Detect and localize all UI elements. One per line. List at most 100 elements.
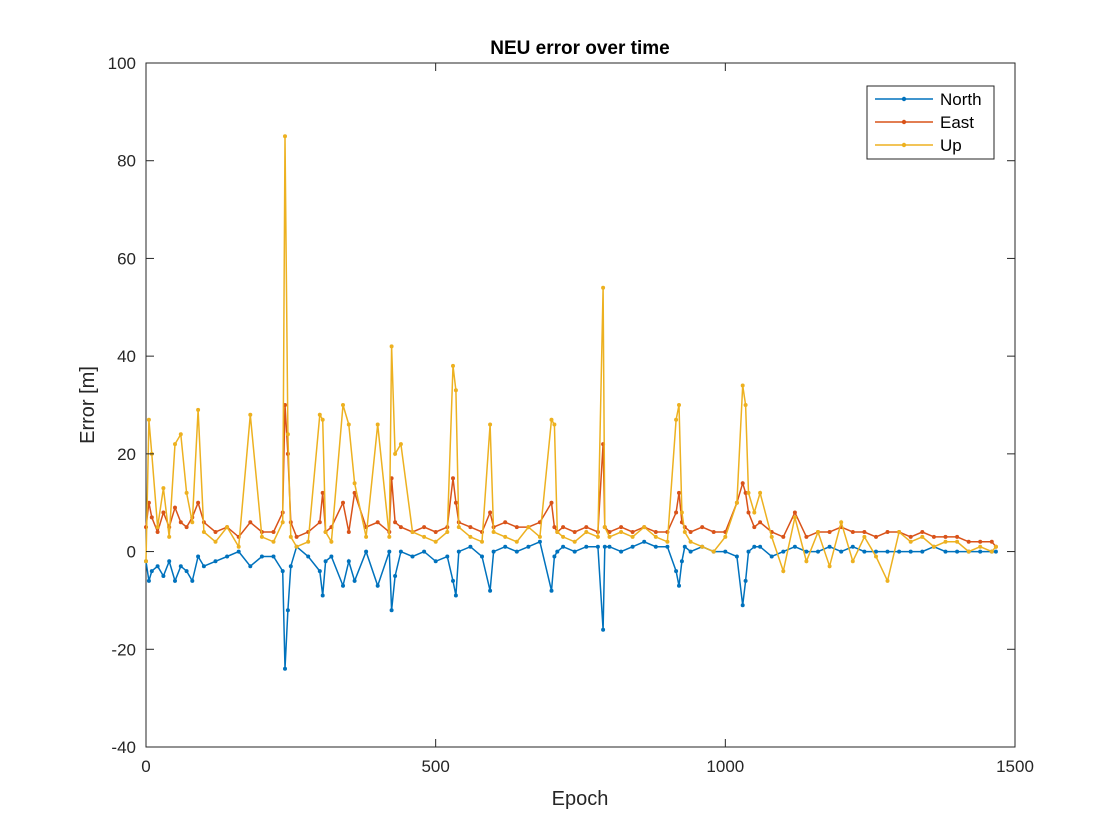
data-point bbox=[740, 383, 745, 388]
data-point bbox=[285, 608, 290, 613]
legend-marker bbox=[901, 142, 907, 148]
y-tick-label: -20 bbox=[111, 640, 136, 659]
data-point bbox=[445, 530, 450, 534]
data-point bbox=[236, 544, 241, 549]
data-point bbox=[677, 490, 681, 495]
data-point bbox=[155, 564, 160, 569]
data-point bbox=[480, 539, 484, 544]
data-point bbox=[943, 534, 948, 539]
data-point bbox=[468, 544, 473, 549]
data-point bbox=[850, 530, 855, 534]
data-point bbox=[619, 525, 624, 530]
data-point bbox=[561, 534, 566, 539]
data-point bbox=[453, 500, 458, 505]
data-point bbox=[389, 344, 394, 349]
data-point bbox=[468, 534, 473, 539]
data-point bbox=[555, 530, 560, 534]
data-point bbox=[320, 490, 325, 495]
data-point bbox=[280, 520, 285, 525]
data-point bbox=[364, 534, 369, 539]
data-point bbox=[144, 559, 148, 564]
data-point bbox=[584, 525, 589, 530]
x-tick-label: 0 bbox=[141, 757, 150, 776]
data-point bbox=[341, 583, 345, 588]
data-point bbox=[743, 578, 748, 583]
data-point bbox=[317, 569, 322, 574]
data-point bbox=[885, 549, 890, 554]
data-point bbox=[665, 544, 670, 549]
data-point bbox=[908, 549, 913, 554]
data-point bbox=[839, 549, 844, 554]
data-point bbox=[259, 554, 264, 559]
data-point bbox=[630, 544, 635, 549]
data-point bbox=[874, 549, 878, 554]
data-point bbox=[607, 534, 612, 539]
data-point bbox=[306, 554, 311, 559]
data-point bbox=[317, 412, 322, 417]
series-up bbox=[144, 134, 998, 584]
data-point bbox=[184, 525, 189, 530]
data-point bbox=[329, 554, 334, 559]
x-tick-label: 1000 bbox=[706, 757, 744, 776]
data-point bbox=[537, 534, 542, 539]
data-point bbox=[433, 530, 438, 534]
data-point bbox=[682, 530, 687, 534]
data-point bbox=[897, 530, 902, 534]
data-point bbox=[931, 544, 936, 549]
data-point bbox=[674, 417, 679, 422]
data-point bbox=[874, 534, 878, 539]
data-point bbox=[398, 549, 403, 554]
data-point bbox=[320, 417, 325, 422]
data-point bbox=[161, 574, 166, 578]
data-point bbox=[387, 534, 392, 539]
data-point bbox=[445, 554, 450, 559]
data-point bbox=[146, 417, 151, 422]
data-point bbox=[184, 569, 189, 574]
data-point bbox=[908, 534, 913, 539]
data-point bbox=[653, 530, 658, 534]
data-point bbox=[329, 539, 334, 544]
data-point bbox=[167, 559, 172, 564]
data-point bbox=[213, 539, 218, 544]
data-point bbox=[456, 549, 461, 554]
data-point bbox=[549, 500, 554, 505]
y-tick-label: -40 bbox=[111, 738, 136, 757]
data-point bbox=[781, 534, 786, 539]
data-point bbox=[552, 554, 557, 559]
data-point bbox=[352, 490, 357, 495]
legend: North East Up bbox=[866, 85, 995, 160]
y-tick-label: 60 bbox=[117, 249, 136, 268]
data-point bbox=[294, 534, 299, 539]
data-point bbox=[196, 554, 201, 559]
data-point bbox=[595, 544, 600, 549]
data-point bbox=[595, 534, 600, 539]
x-tick-label: 500 bbox=[421, 757, 449, 776]
data-point bbox=[978, 544, 983, 549]
legend-marker bbox=[901, 96, 907, 102]
data-point bbox=[453, 388, 458, 393]
data-point bbox=[734, 554, 739, 559]
data-point bbox=[584, 544, 589, 549]
data-point bbox=[317, 520, 322, 525]
data-point bbox=[993, 544, 998, 549]
data-point bbox=[271, 539, 276, 544]
data-point bbox=[155, 530, 160, 534]
legend-label: East bbox=[940, 113, 974, 132]
data-point bbox=[306, 539, 311, 544]
data-point bbox=[451, 578, 455, 583]
data-point bbox=[451, 363, 455, 368]
data-point bbox=[410, 554, 415, 559]
data-point bbox=[514, 525, 519, 530]
data-point bbox=[955, 534, 960, 539]
data-point bbox=[375, 422, 380, 427]
data-point bbox=[196, 500, 201, 505]
y-tick-label: 80 bbox=[117, 152, 136, 171]
data-point bbox=[989, 549, 994, 554]
data-point bbox=[422, 525, 427, 530]
data-point bbox=[601, 285, 606, 290]
data-point bbox=[740, 603, 745, 608]
data-point bbox=[572, 539, 577, 544]
data-point bbox=[341, 403, 345, 407]
data-point bbox=[173, 442, 177, 447]
